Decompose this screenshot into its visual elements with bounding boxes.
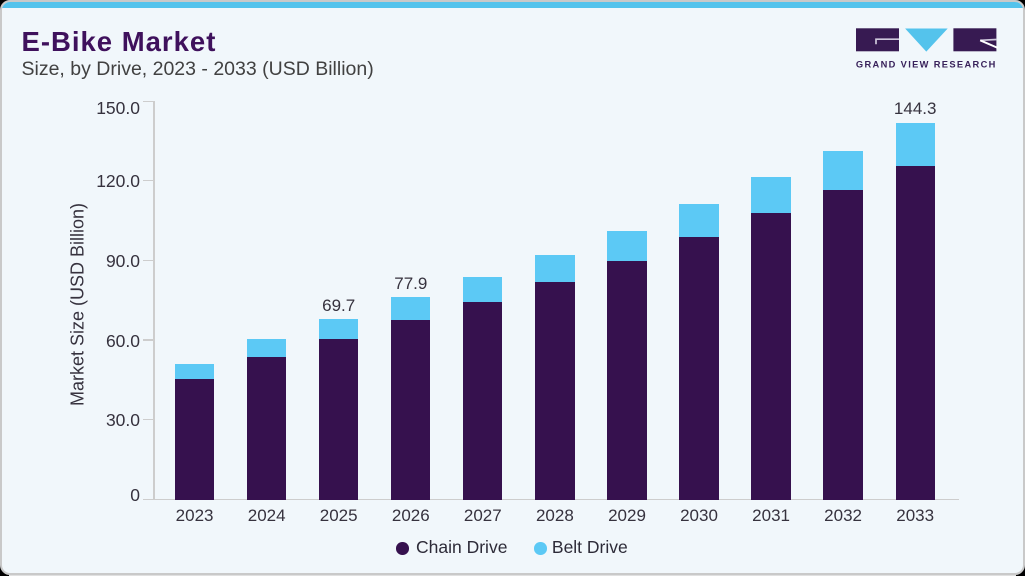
svg-text:GRAND VIEW RESEARCH: GRAND VIEW RESEARCH [856,60,997,70]
